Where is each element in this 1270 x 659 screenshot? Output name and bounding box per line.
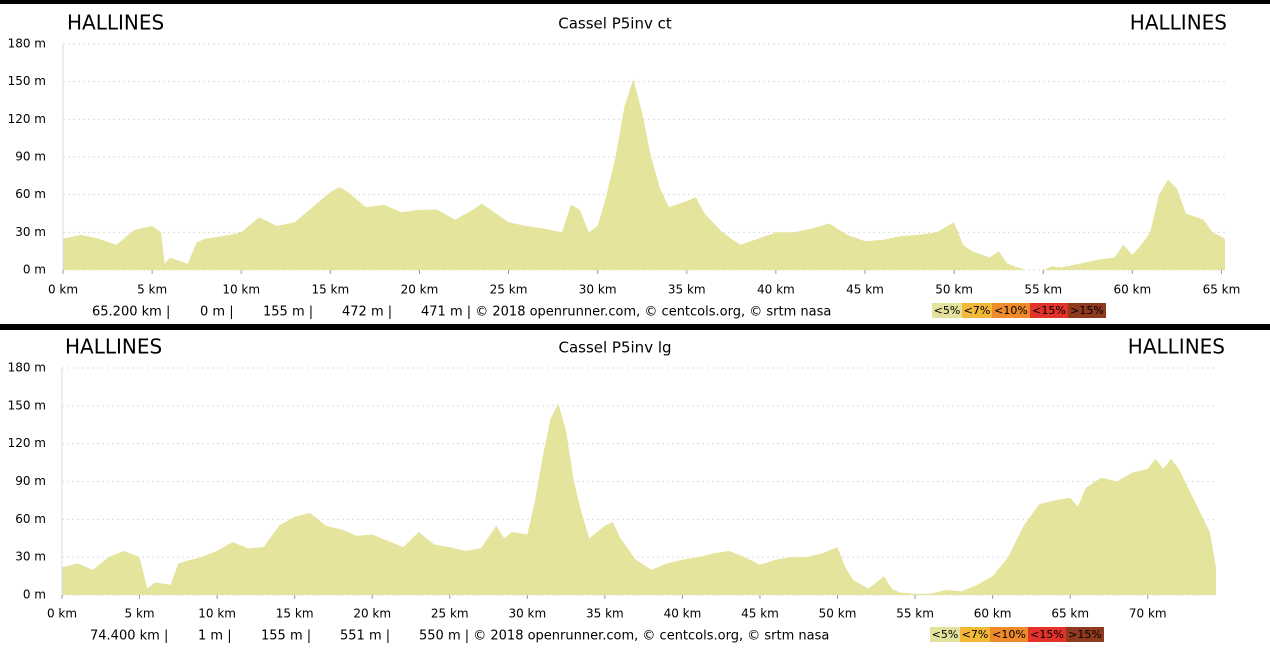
stat: 74.400 km | <box>90 629 168 644</box>
y-tick-label: 60 m <box>15 187 46 201</box>
y-tick-label: 30 m <box>15 550 46 564</box>
legend-label: <5% <box>934 304 961 317</box>
legend-swatch <box>1068 303 1106 318</box>
stat: 65.200 km | <box>92 305 170 320</box>
legend-label: <15% <box>1032 304 1066 317</box>
stat: 472 m | <box>342 305 392 320</box>
legend-label: >15% <box>1070 304 1104 317</box>
x-tick-label: 40 km <box>757 283 795 297</box>
legend-swatch <box>1028 627 1066 642</box>
x-tick-label: 20 km <box>353 607 391 621</box>
stat: 471 m | © 2018 openrunner.com, © centcol… <box>421 305 831 320</box>
y-tick-label: 90 m <box>15 474 46 488</box>
y-tick-label: 120 m <box>8 112 46 126</box>
x-tick-label: 65 km <box>1203 283 1241 297</box>
header-left: HALLINES <box>67 11 164 35</box>
y-tick-label: 90 m <box>15 150 46 164</box>
legend-label: <5% <box>932 628 959 641</box>
x-tick-label: 15 km <box>311 283 349 297</box>
x-tick-label: 25 km <box>431 607 469 621</box>
x-tick-label: 25 km <box>490 283 528 297</box>
stat: 551 m | <box>340 629 390 644</box>
x-tick-label: 30 km <box>579 283 617 297</box>
x-tick-label: 5 km <box>125 607 155 621</box>
legend-swatch <box>930 627 960 642</box>
x-tick-label: 45 km <box>846 283 884 297</box>
x-tick-label: 60 km <box>974 607 1012 621</box>
x-tick-label: 20 km <box>401 283 439 297</box>
x-tick-label: 35 km <box>668 283 706 297</box>
x-tick-label: 30 km <box>508 607 546 621</box>
x-tick-label: 50 km <box>935 283 973 297</box>
legend-label: <10% <box>992 628 1026 641</box>
legend-label: >15% <box>1068 628 1102 641</box>
y-tick-label: 150 m <box>8 398 46 412</box>
x-tick-label: 40 km <box>664 607 702 621</box>
x-tick-label: 15 km <box>276 607 314 621</box>
x-tick-label: 10 km <box>198 607 236 621</box>
legend-label: <7% <box>962 628 989 641</box>
x-tick-label: 70 km <box>1129 607 1167 621</box>
legend-swatch <box>960 627 990 642</box>
x-tick-label: 65 km <box>1051 607 1089 621</box>
y-tick-label: 0 m <box>23 263 46 277</box>
legend-swatch <box>1030 303 1068 318</box>
legend-swatch <box>992 303 1030 318</box>
x-tick-label: 35 km <box>586 607 624 621</box>
x-tick-label: 0 km <box>48 283 78 297</box>
stat: 1 m | <box>198 629 232 644</box>
legend-swatch <box>962 303 992 318</box>
y-tick-label: 0 m <box>23 588 46 602</box>
x-tick-label: 10 km <box>222 283 260 297</box>
elevation-area <box>63 79 1225 271</box>
legend-label: <7% <box>964 304 991 317</box>
y-tick-label: 60 m <box>15 512 46 526</box>
x-tick-label: 60 km <box>1113 283 1151 297</box>
legend-swatch <box>990 627 1028 642</box>
chart-title: Cassel P5inv lg <box>558 339 671 357</box>
legend-label: <15% <box>1030 628 1064 641</box>
stat: 155 m | <box>263 305 313 320</box>
stat: 155 m | <box>261 629 311 644</box>
legend-swatch <box>1066 627 1104 642</box>
legend-swatch <box>932 303 962 318</box>
top-bar <box>0 0 1270 4</box>
y-tick-label: 180 m <box>8 37 46 51</box>
y-tick-label: 150 m <box>8 74 46 88</box>
divider-bar <box>0 324 1270 330</box>
x-tick-label: 0 km <box>47 607 77 621</box>
x-tick-label: 45 km <box>741 607 779 621</box>
y-tick-label: 180 m <box>8 361 46 375</box>
header-right: HALLINES <box>1130 11 1227 35</box>
header-left: HALLINES <box>65 335 162 359</box>
x-tick-label: 50 km <box>819 607 857 621</box>
x-tick-label: 55 km <box>1024 283 1062 297</box>
y-tick-label: 120 m <box>8 436 46 450</box>
x-tick-label: 5 km <box>137 283 167 297</box>
header-right: HALLINES <box>1128 335 1225 359</box>
stat: 550 m | © 2018 openrunner.com, © centcol… <box>419 629 829 644</box>
x-tick-label: 55 km <box>896 607 934 621</box>
chart-title: Cassel P5inv ct <box>558 15 672 33</box>
legend-label: <10% <box>994 304 1028 317</box>
stat: 0 m | <box>200 305 234 320</box>
y-tick-label: 30 m <box>15 225 46 239</box>
elevation-area <box>62 403 1216 595</box>
